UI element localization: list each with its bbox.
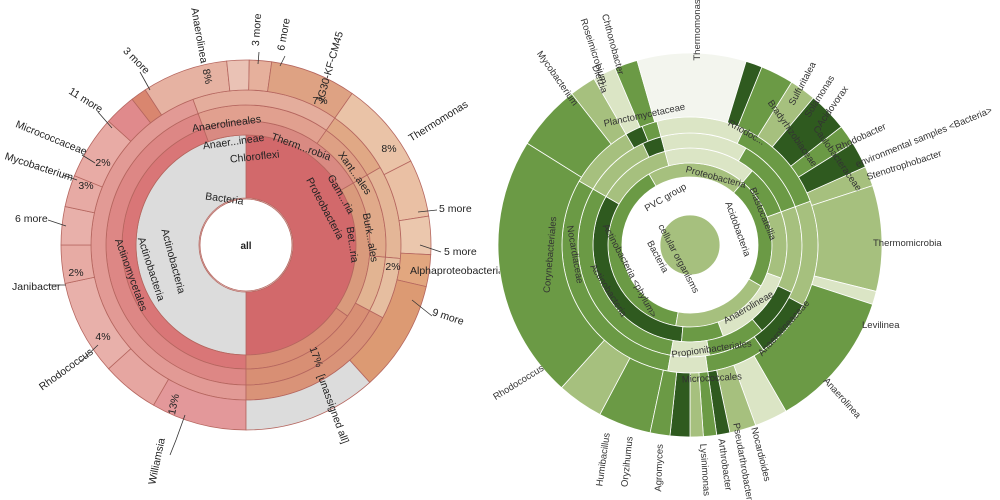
- right-label-mycobacterium: Mycobacterium: [534, 49, 580, 108]
- pct-anaerolinea: 8%: [200, 68, 214, 85]
- right-sunburst: [497, 52, 883, 438]
- outer-label-alphaproteo: Alphaproteobacteria: [410, 265, 504, 277]
- right-label-levilinea: Levilinea: [862, 320, 900, 331]
- left-sunburst: [60, 59, 432, 431]
- pct-rhodococcus: 4%: [95, 331, 110, 343]
- right-label-thermomicrobia: Thermomicrobia: [873, 238, 942, 249]
- pct-mycobacterium: 3%: [78, 180, 93, 192]
- pct-alphaproteo: 2%: [385, 261, 400, 273]
- pct-williamsia: 13%: [166, 393, 182, 416]
- inner-label-bacteria: Bacteria: [205, 190, 245, 207]
- outer-label-micrococcaceae: Micrococcaceae: [14, 118, 89, 158]
- leader-9-more: [411, 299, 433, 317]
- outer-label-mycobacterium: Mycobacterium: [3, 150, 75, 183]
- outer-label-9-more: 9 more: [431, 306, 466, 328]
- right-label-arthrobacter: Arthrobacter: [715, 438, 733, 491]
- right-label-rhodococcus: Rhodococcus: [491, 363, 546, 403]
- outer-label-5-more-a: 5 more: [439, 203, 472, 215]
- right-ring7-segment-24[interactable]: [649, 369, 678, 437]
- leader-3-more-b: [257, 51, 260, 65]
- leader-rhodococcus: [79, 344, 99, 363]
- leader-3-more-a: [139, 71, 151, 91]
- outer-label-6-more-a: 6 more: [15, 213, 48, 225]
- right-center-disc[interactable]: [659, 214, 721, 276]
- right-label-humibacillus: Humibacillus: [594, 432, 612, 487]
- right-label-nocardioides: Nocardioides: [748, 426, 772, 483]
- inner-label-chloroflexi: Chloroflexi: [229, 148, 280, 165]
- leader-11-more: [97, 111, 113, 129]
- outer-label-11-more: 11 more: [66, 85, 104, 115]
- left-center-hole[interactable]: [199, 198, 293, 292]
- leader-6-more-b: [279, 55, 286, 67]
- leader-micrococcaceae: [81, 154, 96, 164]
- outer-label-anaerolinea: Anaerolinea: [188, 7, 210, 64]
- right-label-lysinimonas: Lysinimonas: [697, 443, 712, 496]
- outer-label-williamsia: Williamsia: [146, 437, 168, 486]
- leader-5-more-b: [419, 244, 442, 253]
- inner-label-betaproteobacteria: Bet...ria: [344, 226, 361, 264]
- left-center-label: all: [240, 241, 251, 252]
- left-ring5-segment-15[interactable]: [398, 215, 432, 256]
- right-label-agromyces: Agromyces: [653, 444, 666, 492]
- leader-5-more-a: [417, 209, 438, 213]
- left-ring5-segment-18[interactable]: [245, 359, 371, 431]
- pct-thermomonas: 8%: [381, 143, 396, 155]
- left-leader-lines: [47, 51, 442, 456]
- left-ring5-segment-10[interactable]: [226, 59, 250, 92]
- outer-label-6-more-b: 6 more: [275, 17, 293, 51]
- pct-janibacter: 2%: [68, 267, 83, 279]
- leader-mycobacterium: [62, 174, 78, 181]
- leader-williamsia: [169, 414, 186, 456]
- pct-micrococcaceae: 2%: [95, 157, 110, 169]
- right-label-micrococcales: Micrococcales: [682, 371, 743, 385]
- outer-label-thermomonas: Thermomonas: [407, 98, 471, 144]
- outer-label-3-more-a: 3 more: [120, 45, 152, 77]
- right-label-anaerolinea: Anaerolinea: [821, 376, 864, 422]
- right-label-thermomonas: Thermomonas: [692, 0, 703, 61]
- outer-label-janibacter: Janibacter: [12, 281, 61, 293]
- leader-6-more-a: [47, 219, 67, 227]
- right-label-oryzihumus: Oryzihumus: [619, 436, 635, 488]
- outer-label-3-more-b: 3 more: [250, 13, 264, 47]
- right-ring7-segment-2[interactable]: [497, 142, 605, 389]
- pct-jg30: 7%: [312, 95, 327, 107]
- outer-label-rhodococcus: Rhodococcus: [37, 346, 96, 393]
- outer-label-5-more-b: 5 more: [444, 246, 477, 258]
